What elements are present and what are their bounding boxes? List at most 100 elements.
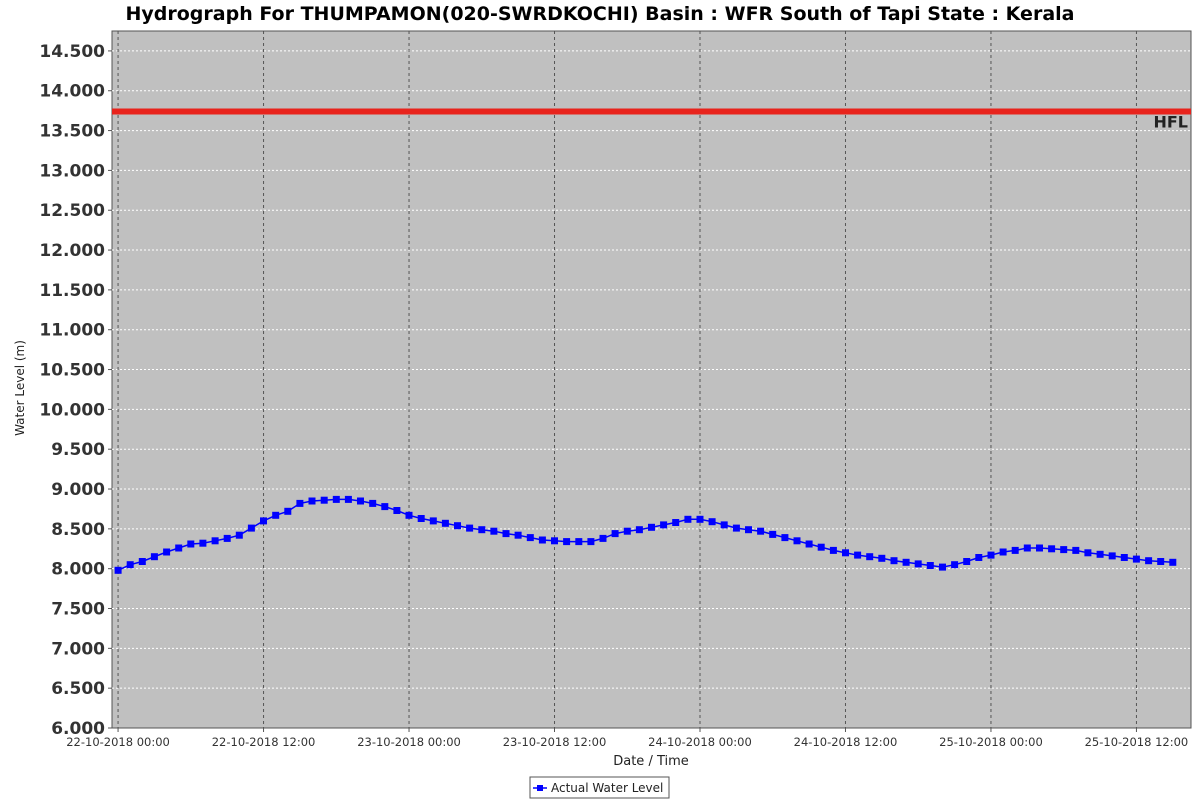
data-point: [466, 524, 474, 532]
data-point: [963, 558, 971, 565]
y-tick-label: 10.000: [39, 400, 105, 420]
data-point: [369, 499, 377, 507]
data-point: [1145, 557, 1153, 565]
y-tick-label: 12.000: [39, 241, 105, 261]
x-tick-label: 23-10-2018 00:00: [357, 735, 461, 749]
data-point: [454, 522, 461, 530]
data-point: [332, 495, 340, 503]
data-point: [199, 539, 207, 547]
data-point: [563, 538, 571, 546]
data-point: [1120, 554, 1128, 561]
legend-label: Actual Water Level: [551, 781, 663, 795]
legend: Actual Water Level: [529, 776, 670, 799]
y-axis-label: Water Level (m): [13, 340, 27, 436]
data-point: [842, 549, 849, 557]
data-point: [381, 503, 389, 511]
data-point: [1169, 558, 1177, 566]
data-point: [296, 499, 304, 507]
data-point: [1036, 544, 1043, 552]
series-line: [117, 498, 1173, 571]
x-tick-label: 24-10-2018 00:00: [648, 735, 752, 749]
data-point: [247, 524, 255, 532]
data-point: [417, 515, 425, 522]
data-point: [478, 526, 486, 534]
data-point: [757, 527, 765, 535]
data-point: [357, 497, 364, 505]
data-point: [260, 517, 267, 525]
data-point: [163, 548, 171, 556]
data-point: [648, 523, 655, 531]
y-tick-label: 6.500: [51, 679, 105, 699]
data-point: [114, 566, 122, 574]
data-point: [635, 526, 643, 534]
y-tick-label: 13.000: [39, 161, 105, 181]
data-point: [1108, 552, 1116, 560]
data-point: [793, 537, 801, 545]
x-tick-label: 23-10-2018 12:00: [503, 735, 607, 749]
data-point: [611, 530, 619, 538]
data-point: [284, 507, 292, 515]
data-point: [878, 554, 886, 562]
data-point: [1048, 545, 1056, 553]
data-point: [975, 554, 983, 561]
data-point: [1132, 555, 1140, 563]
y-tick-label: 10.500: [39, 361, 105, 381]
data-point: [211, 537, 219, 545]
series-layer: [114, 495, 1177, 574]
data-point: [187, 540, 195, 548]
y-tick-label: 11.000: [39, 321, 105, 341]
data-point: [951, 561, 959, 569]
data-point: [684, 515, 692, 523]
data-point: [587, 538, 595, 546]
hfl-label: HFL: [1153, 112, 1188, 131]
x-tick-label: 25-10-2018 00:00: [939, 735, 1043, 749]
data-point: [405, 511, 413, 519]
data-point: [902, 558, 910, 566]
y-tick-label: 13.500: [39, 122, 105, 142]
data-point: [526, 534, 534, 542]
data-point: [660, 521, 668, 529]
data-point: [939, 563, 946, 571]
data-point: [235, 531, 243, 539]
data-point: [732, 524, 740, 532]
data-point: [393, 507, 401, 514]
y-tick-label: 14.500: [39, 42, 105, 62]
hfl-layer: HFL: [112, 108, 1191, 131]
y-tick-label: 8.000: [51, 560, 105, 580]
data-point: [150, 553, 158, 561]
data-point: [1096, 550, 1104, 558]
y-tick-label: 14.000: [39, 82, 105, 102]
data-point: [926, 562, 934, 569]
y-tick-label: 8.500: [51, 520, 105, 540]
data-point: [805, 540, 813, 548]
data-point: [490, 527, 498, 535]
data-point: [829, 546, 837, 554]
data-point: [1084, 549, 1092, 557]
data-point: [175, 544, 183, 552]
chart-title: Hydrograph For THUMPAMON(020-SWRDKOCHI) …: [126, 3, 1075, 25]
y-tick-label: 6.000: [51, 719, 105, 739]
data-point: [599, 534, 607, 542]
data-point: [223, 534, 231, 542]
data-point: [429, 517, 437, 525]
data-point: [745, 526, 752, 534]
data-point: [623, 527, 631, 535]
data-point: [914, 560, 922, 568]
data-point: [1157, 558, 1165, 565]
data-point: [138, 558, 146, 565]
legend-marker-icon: [537, 785, 543, 791]
data-point: [514, 531, 522, 539]
data-point: [344, 495, 352, 503]
data-point: [126, 561, 134, 569]
data-point: [1011, 546, 1019, 554]
data-point: [781, 534, 789, 542]
y-tick-label: 7.000: [51, 639, 105, 659]
data-point: [1060, 546, 1068, 554]
data-point: [720, 521, 728, 529]
data-point: [575, 538, 583, 546]
data-point: [890, 557, 898, 565]
x-axis-ticks: 22-10-2018 00:00 22-10-2018 12:00 23-10-20…: [66, 728, 1188, 749]
data-point: [272, 511, 280, 519]
data-point: [999, 548, 1007, 556]
